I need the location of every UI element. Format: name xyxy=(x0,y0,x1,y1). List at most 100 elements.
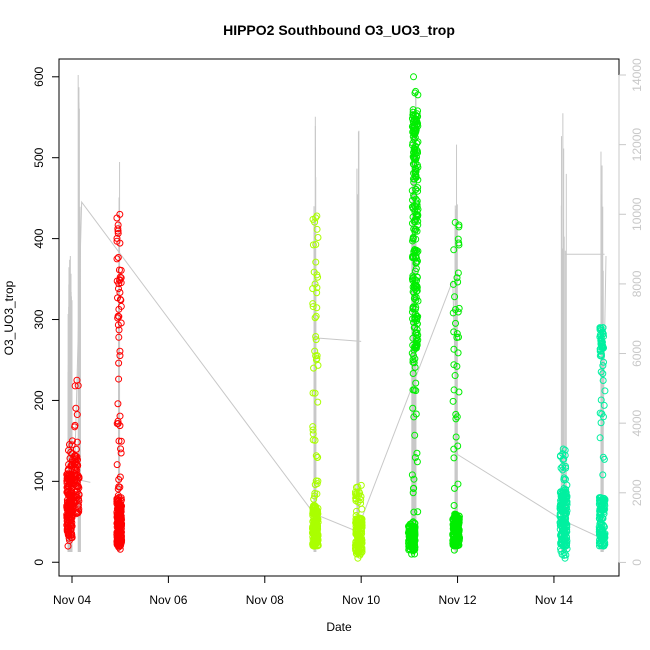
y-tick-label: 300 xyxy=(32,309,46,329)
data-point xyxy=(115,543,123,551)
data-point xyxy=(409,141,417,149)
data-point xyxy=(113,214,121,222)
data-point xyxy=(352,507,360,515)
data-point xyxy=(115,359,123,367)
data-point xyxy=(411,246,419,254)
data-point xyxy=(117,274,125,282)
data-point xyxy=(355,522,363,530)
data-point xyxy=(312,336,320,344)
data-point xyxy=(453,330,461,338)
y2-tick-label: 12000 xyxy=(630,128,644,162)
data-point xyxy=(453,539,461,547)
data-point xyxy=(115,266,123,274)
data-point xyxy=(314,398,322,406)
data-point xyxy=(454,480,462,488)
data-point xyxy=(115,326,123,334)
data-point xyxy=(449,520,457,528)
data-point xyxy=(114,225,122,233)
data-point xyxy=(411,281,419,289)
data-point xyxy=(309,285,317,293)
data-point xyxy=(408,471,416,479)
data-point xyxy=(562,551,570,559)
y2-tick-label: 10000 xyxy=(630,197,644,231)
data-point xyxy=(599,370,607,378)
data-point xyxy=(453,362,461,370)
data-point xyxy=(114,229,122,237)
data-point xyxy=(410,295,418,303)
data-point xyxy=(412,225,420,233)
y2-tick-label: 2000 xyxy=(630,479,644,506)
data-point xyxy=(453,274,461,282)
data-point xyxy=(408,203,416,211)
data-point xyxy=(601,387,609,395)
data-point xyxy=(411,524,419,532)
data-point xyxy=(113,255,121,263)
data-point xyxy=(311,492,319,500)
plot-frame xyxy=(58,58,620,577)
data-point xyxy=(406,530,414,538)
data-point xyxy=(414,184,422,192)
data-point xyxy=(597,326,605,334)
data-point xyxy=(597,419,605,427)
data-point xyxy=(453,334,461,342)
data-point xyxy=(72,445,80,453)
data-point xyxy=(73,438,81,446)
data-point xyxy=(409,369,417,377)
data-point xyxy=(451,293,459,301)
data-point xyxy=(312,240,320,248)
data-point xyxy=(454,269,462,277)
data-point xyxy=(117,445,125,453)
data-point xyxy=(561,494,569,502)
x-tick-label: Nov 08 xyxy=(246,593,284,607)
data-point xyxy=(355,548,363,556)
y-tick-label: 200 xyxy=(32,390,46,410)
data-point xyxy=(75,508,83,516)
data-point xyxy=(450,502,458,510)
data-point xyxy=(65,534,73,542)
data-point xyxy=(412,211,420,219)
data-point xyxy=(313,352,321,360)
data-point xyxy=(64,530,72,538)
data-point xyxy=(114,285,122,293)
data-point xyxy=(353,492,361,500)
data-point xyxy=(410,73,418,81)
data-point xyxy=(63,475,71,483)
x-tick-label: Nov 14 xyxy=(535,593,573,607)
data-point xyxy=(64,471,72,479)
data-point xyxy=(412,379,420,387)
data-point xyxy=(450,345,458,353)
data-point xyxy=(117,296,125,304)
data-point xyxy=(413,458,421,466)
data-point xyxy=(311,218,319,226)
data-point xyxy=(560,495,568,503)
data-point xyxy=(412,215,420,223)
x-axis-label: Date xyxy=(326,620,352,634)
data-point xyxy=(452,410,460,418)
data-point xyxy=(113,234,121,242)
data-point xyxy=(313,453,321,461)
data-point xyxy=(311,314,319,322)
data-point xyxy=(313,284,321,292)
y-tick-label: 400 xyxy=(32,228,46,248)
data-point xyxy=(116,483,124,491)
data-point xyxy=(313,225,321,233)
data-point xyxy=(357,496,365,504)
data-point xyxy=(116,412,124,420)
data-point xyxy=(356,537,364,545)
data-point xyxy=(599,362,607,370)
data-point xyxy=(354,536,362,544)
data-point xyxy=(117,319,125,327)
data-point xyxy=(597,339,605,347)
y-tick-label: 600 xyxy=(32,66,46,86)
data-point xyxy=(409,341,417,349)
data-point xyxy=(599,377,607,385)
data-point xyxy=(455,512,463,520)
data-point xyxy=(114,254,122,262)
data-point xyxy=(72,461,80,469)
data-point xyxy=(314,510,322,518)
data-point xyxy=(113,461,121,469)
data-point xyxy=(309,423,317,431)
data-point xyxy=(311,436,319,444)
data-point xyxy=(413,207,421,215)
data-point xyxy=(411,431,419,439)
